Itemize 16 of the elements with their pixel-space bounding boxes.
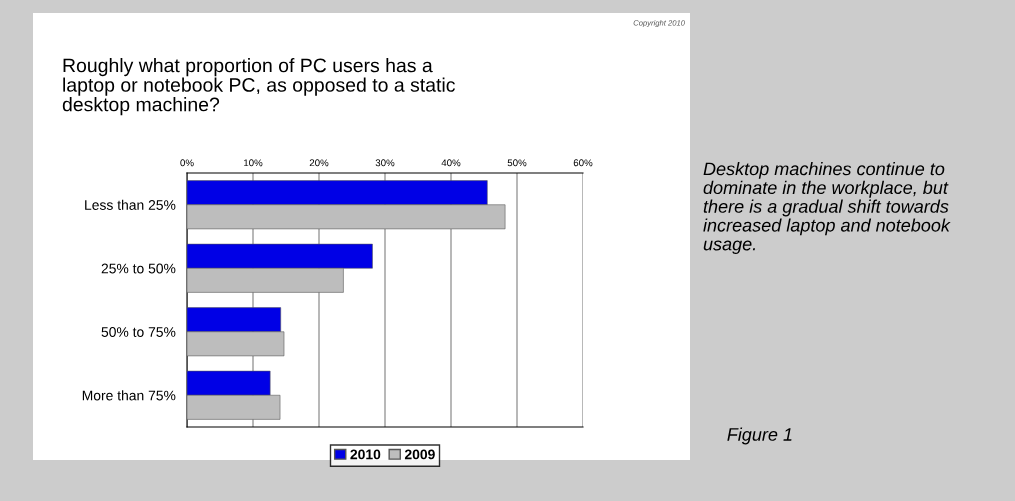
chart-title: Roughly what proportion of PC users has a laptop or notebook PC, as opposed to a static desktop machine? xyxy=(62,58,455,116)
caption: Figure 1 xyxy=(727,427,792,445)
legend-label: 2009 xyxy=(404,449,435,460)
x-tick-label: 60% xyxy=(573,159,593,167)
x-tick-label: 0% xyxy=(180,159,194,167)
x-tick-label: 30% xyxy=(375,159,395,167)
y-tick-label: More than 75% xyxy=(82,390,176,401)
y-tick-label: 25% to 50% xyxy=(101,263,176,274)
text: Desktop machines continue to dominate in the workplace, but there is a gradual shift towards increased laptop and notebook usage. xyxy=(703,162,951,255)
y-tick-label: 50% to 75% xyxy=(101,327,176,337)
x-tick-label: 40% xyxy=(441,159,461,167)
legend-label: 2010 xyxy=(350,449,381,460)
y-tick-label: Less than 25% xyxy=(85,199,176,210)
x-tick-label: 10% xyxy=(244,159,263,167)
x-tick-label: 50% xyxy=(507,159,527,167)
x-tick-label: 20% xyxy=(309,159,329,167)
